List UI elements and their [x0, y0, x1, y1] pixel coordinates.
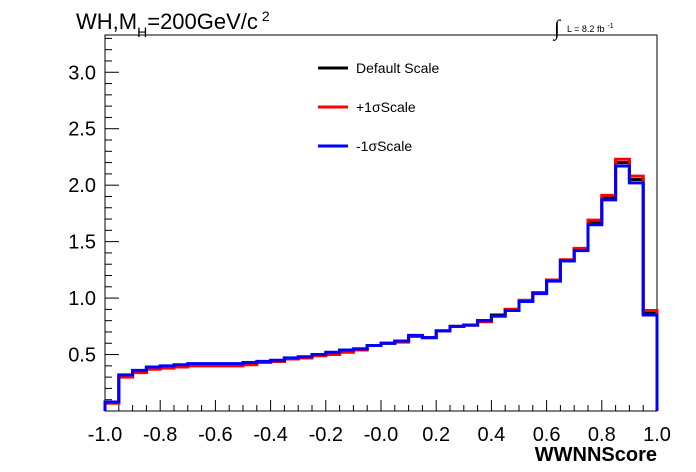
- x-axis: -1.0 -0.8 -0.6 -0.4 -0.2 -0.0 0.2 0.4 0.6 0.8 1.0: [88, 400, 671, 446]
- y-tick-label: 1.0: [68, 288, 96, 310]
- y-tick-label: 2.5: [68, 119, 96, 141]
- y-axis: 0.5 1.0 1.5 2.0 2.5 3.0: [68, 37, 119, 401]
- chart-title: WH,MH=200GeV/c 2: [76, 8, 270, 40]
- x-tick-label: -1.0: [88, 424, 122, 446]
- x-tick-label: 0.6: [533, 424, 561, 446]
- y-tick-label: 3.0: [68, 62, 96, 84]
- x-tick-label: 0.8: [588, 424, 616, 446]
- legend-label: -1σScale: [356, 138, 412, 154]
- y-tick-label: 1.5: [68, 232, 96, 254]
- x-tick-label: -0.4: [253, 424, 287, 446]
- luminosity-integral-sign: ∫: [552, 15, 562, 41]
- x-tick-label: -0.0: [364, 424, 398, 446]
- legend: Default Scale +1σScale -1σScale: [318, 60, 439, 154]
- legend-label: +1σScale: [356, 99, 416, 115]
- x-tick-label: -0.2: [309, 424, 343, 446]
- x-tick-label: 0.2: [422, 424, 450, 446]
- x-tick-label: -0.8: [143, 424, 177, 446]
- y-tick-label: 2.0: [68, 175, 96, 197]
- series-layer: [103, 157, 659, 411]
- legend-label: Default Scale: [356, 60, 439, 76]
- x-tick-label: 1.0: [643, 424, 671, 446]
- luminosity-label: L = 8.2 fb -1: [567, 23, 614, 34]
- series-line-3: [103, 164, 659, 411]
- x-tick-label: -0.6: [198, 424, 232, 446]
- x-tick-label: 0.4: [477, 424, 505, 446]
- y-tick-label: 0.5: [68, 345, 96, 367]
- x-axis-title: WWNNScore: [535, 444, 657, 466]
